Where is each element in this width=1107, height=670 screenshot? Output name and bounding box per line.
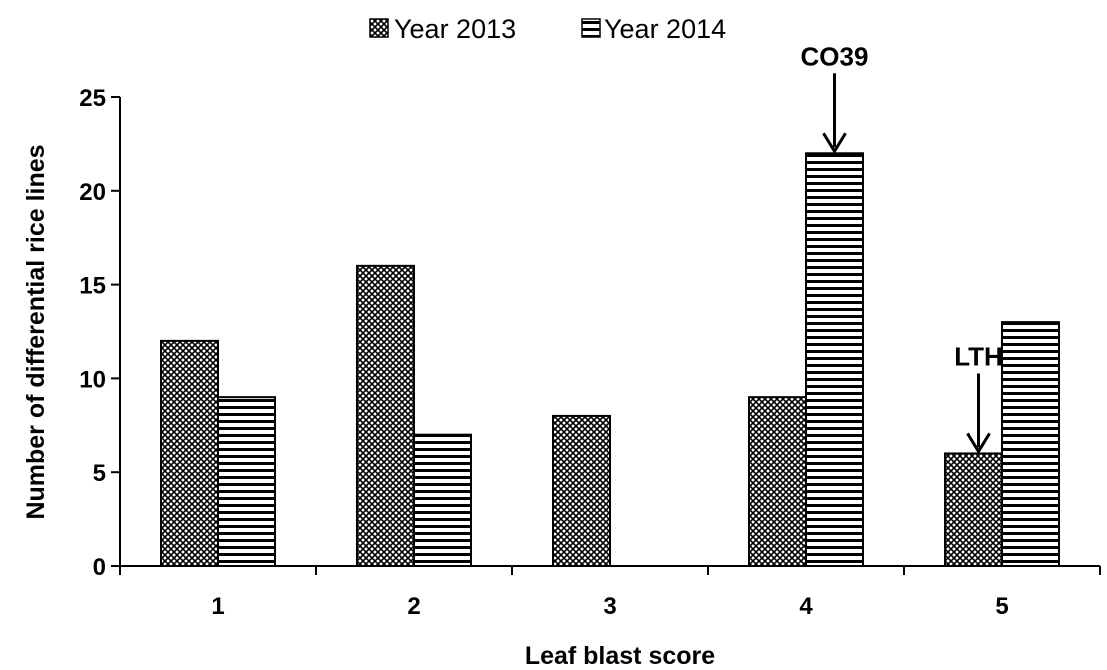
bars-group (160, 152, 1060, 568)
y-tick-label: 5 (93, 460, 106, 487)
y-tick-label: 10 (79, 366, 106, 393)
x-tick-label-3: 3 (603, 593, 616, 620)
legend-swatch-1 (581, 18, 601, 38)
legend: Year 2013 Year 2014 (369, 14, 726, 44)
legend-label-0: Year 2013 (394, 14, 516, 44)
y-tick-label: 25 (79, 85, 106, 112)
bar-2014-score-2 (413, 433, 472, 567)
annotations-group: CO39 LTH (801, 41, 1003, 455)
arrowhead-icon (822, 132, 847, 155)
bar-2013-score-1 (160, 339, 219, 567)
x-axis-title: Leaf blast score (525, 642, 715, 670)
bar-2013-score-4 (748, 396, 807, 567)
x-tick-label-4: 4 (799, 593, 813, 620)
x-axis: 1 2 3 4 5 (119, 565, 1101, 620)
bar-2013-score-3 (552, 414, 611, 568)
x-tick-label-5: 5 (995, 593, 1008, 620)
y-axis-title: Number of differential rice lines (22, 144, 50, 519)
y-axis: 0 5 10 15 20 25 (79, 85, 121, 581)
y-tick-label: 0 (93, 554, 106, 581)
legend-swatch-0 (369, 18, 389, 38)
y-tick-label: 15 (79, 273, 106, 300)
legend-item-1: Year 2014 (581, 14, 726, 44)
bar-2014-score-4 (805, 152, 864, 567)
legend-item-0: Year 2013 (369, 14, 516, 44)
annotation-lth: LTH (954, 341, 1003, 455)
x-tick-label-2: 2 (407, 593, 420, 620)
legend-label-1: Year 2014 (604, 14, 726, 44)
x-tick-label-1: 1 (211, 593, 224, 620)
bar-2013-score-2 (356, 264, 415, 567)
bar-2014-score-5 (1001, 321, 1060, 567)
annotation-co39: CO39 (801, 41, 869, 155)
arrowhead-icon (966, 432, 991, 455)
annotation-label: CO39 (801, 41, 869, 71)
bar-2013-score-5 (944, 452, 1003, 567)
annotation-label: LTH (954, 341, 1003, 371)
y-tick-label: 20 (79, 179, 106, 206)
bar-2014-score-1 (217, 396, 276, 567)
